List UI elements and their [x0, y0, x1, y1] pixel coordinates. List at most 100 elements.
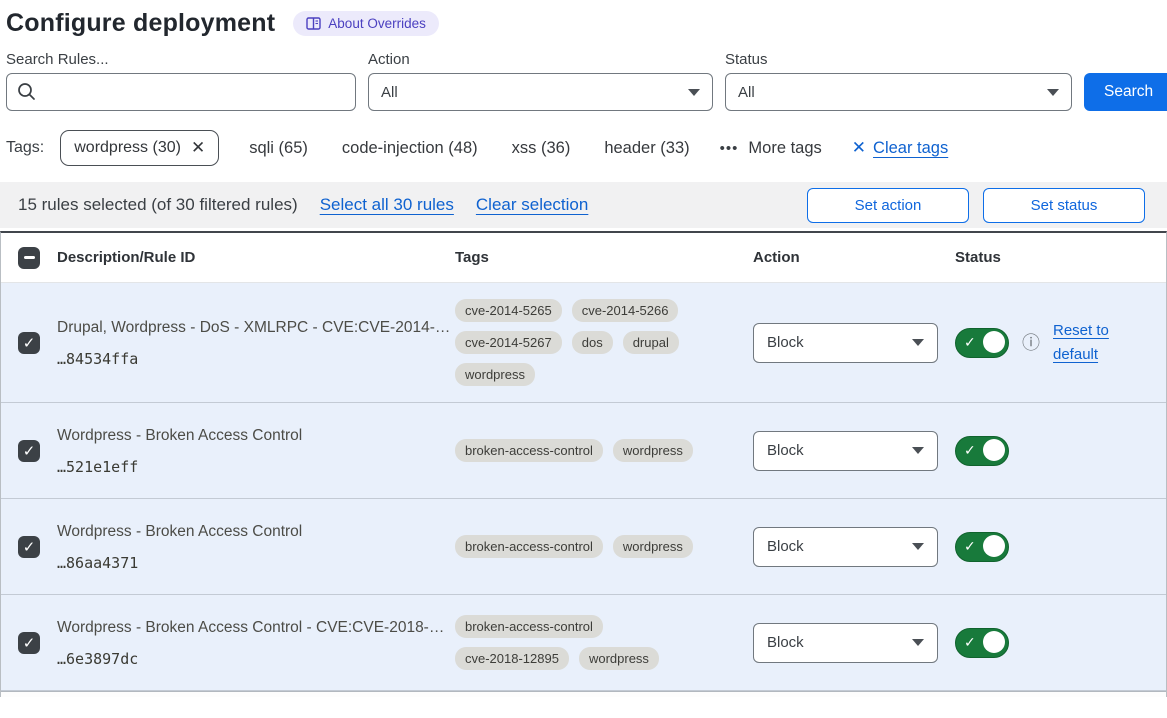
- tag-pill: cve-2014-5267: [455, 331, 562, 354]
- tags-label: Tags:: [6, 139, 45, 156]
- chevron-down-icon: [912, 543, 924, 550]
- info-icon[interactable]: ⓘ: [1022, 332, 1040, 353]
- clear-selection-link[interactable]: Clear selection: [475, 195, 589, 214]
- toggle-knob: [983, 535, 1005, 557]
- tag-filter-link[interactable]: sqli (65): [249, 138, 308, 157]
- status-filter-select[interactable]: All: [725, 73, 1072, 111]
- chevron-down-icon: [912, 447, 924, 454]
- tag-pill: wordpress: [612, 439, 693, 462]
- row-checkbox[interactable]: ✓: [18, 631, 40, 654]
- search-rules-label: Search Rules...: [6, 51, 109, 68]
- set-status-button[interactable]: Set status: [983, 187, 1145, 223]
- ellipsis-icon: •••: [719, 139, 739, 157]
- remove-tag-icon[interactable]: ✕: [190, 138, 206, 157]
- action-filter-label: Action: [368, 51, 410, 68]
- tag-pill: drupal: [622, 331, 679, 354]
- table-row: ✓ Drupal, Wordpress - DoS - XMLRPC - CVE…: [1, 283, 1166, 403]
- status-toggle[interactable]: ✓: [955, 531, 1009, 562]
- chevron-down-icon: [912, 339, 924, 346]
- tag-pill: dos: [571, 331, 613, 354]
- tag-pill: broken-access-control: [455, 535, 603, 558]
- check-icon: ✓: [964, 441, 976, 458]
- row-action-value: Block: [767, 634, 804, 651]
- table-header: Description/Rule ID Tags Action Status: [1, 233, 1166, 283]
- row-tags: broken-access-control wordpress: [455, 439, 709, 462]
- column-action: Action: [753, 249, 800, 266]
- tag-filter-link[interactable]: header (33): [604, 138, 690, 157]
- toggle-knob: [983, 331, 1005, 353]
- row-description: Wordpress - Broken Access Control - CVE:…: [57, 618, 445, 636]
- page-title: Configure deployment: [6, 9, 276, 37]
- search-icon: [17, 82, 36, 106]
- row-action-select[interactable]: Block: [753, 322, 938, 363]
- tag-pill: cve-2018-12895: [455, 647, 569, 670]
- next-row-stub: [1, 691, 1166, 697]
- clear-tags-link[interactable]: ✕ Clear tags: [851, 138, 949, 157]
- selection-summary: 15 rules selected (of 30 filtered rules): [18, 195, 298, 214]
- rules-table: Description/Rule ID Tags Action Status ✓…: [0, 231, 1167, 697]
- indeterminate-icon: [23, 256, 35, 259]
- tag-filter-link[interactable]: xss (36): [511, 138, 571, 157]
- row-description: Wordpress - Broken Access Control: [57, 426, 303, 444]
- set-action-button[interactable]: Set action: [807, 187, 969, 223]
- check-icon: ✓: [964, 633, 976, 650]
- tag-pill: broken-access-control: [455, 615, 603, 638]
- chevron-down-icon: [912, 639, 924, 646]
- row-checkbox[interactable]: ✓: [18, 535, 40, 558]
- about-overrides-badge[interactable]: About Overrides: [293, 11, 439, 36]
- row-action-value: Block: [767, 334, 804, 351]
- tag-filter-link[interactable]: code-injection (48): [341, 138, 478, 157]
- clear-icon: ✕: [851, 138, 867, 157]
- row-action-select[interactable]: Block: [753, 622, 938, 663]
- tag-pill: broken-access-control: [455, 439, 603, 462]
- row-rule-id: …86aa4371: [57, 554, 139, 573]
- about-overrides-label: About Overrides: [328, 16, 426, 31]
- table-row: ✓ Wordpress - Broken Access Control …521…: [1, 403, 1166, 499]
- select-all-link[interactable]: Select all 30 rules: [319, 195, 454, 214]
- tag-links-host: sqli (65) code-injection (48) xss (36) head…: [249, 139, 689, 158]
- row-rule-id: …521e1eff: [57, 458, 139, 477]
- table-body: ✓ Drupal, Wordpress - DoS - XMLRPC - CVE…: [1, 283, 1166, 691]
- chevron-down-icon: [1047, 88, 1059, 96]
- row-tags: broken-access-control wordpress: [455, 535, 709, 558]
- selection-bar: 15 rules selected (of 30 filtered rules)…: [0, 182, 1167, 228]
- toggle-knob: [983, 631, 1005, 653]
- reset-to-default-link[interactable]: Reset to default: [1053, 321, 1109, 363]
- row-checkbox[interactable]: ✓: [18, 439, 40, 462]
- table-row: ✓ Wordpress - Broken Access Control - CV…: [1, 595, 1166, 691]
- search-button[interactable]: Search: [1084, 73, 1167, 111]
- column-status: Status: [955, 249, 1001, 266]
- column-tags: Tags: [455, 249, 489, 266]
- status-toggle[interactable]: ✓: [955, 327, 1009, 358]
- check-icon: ✓: [964, 333, 976, 350]
- check-icon: ✓: [964, 537, 976, 554]
- row-action-select[interactable]: Block: [753, 430, 938, 471]
- status-filter-value: All: [738, 83, 755, 101]
- action-filter-select[interactable]: All: [368, 73, 713, 111]
- selected-tag-wordpress[interactable]: wordpress (30) ✕: [60, 130, 220, 166]
- row-action-select[interactable]: Block: [753, 526, 938, 567]
- row-description: Wordpress - Broken Access Control: [57, 522, 303, 540]
- status-toggle[interactable]: ✓: [955, 627, 1009, 658]
- page-header: Configure deployment About Overrides: [0, 0, 1167, 38]
- row-rule-id: …6e3897dc: [57, 650, 139, 669]
- filters-bar: Search Rules... Action All Status All Se…: [0, 51, 1167, 111]
- tags-bar: Tags: wordpress (30) ✕ sqli (65) code-inj…: [0, 128, 1167, 168]
- row-checkbox[interactable]: ✓: [18, 331, 40, 354]
- tag-pill: wordpress: [612, 535, 693, 558]
- row-action-value: Block: [767, 442, 804, 459]
- row-tags: cve-2014-5265 cve-2014-5266 cve-2014-5267 d…: [455, 299, 709, 386]
- tag-pill: wordpress: [578, 647, 659, 670]
- status-filter-label: Status: [725, 51, 768, 68]
- column-description: Description/Rule ID: [57, 249, 196, 266]
- tag-pill: cve-2014-5265: [455, 299, 562, 322]
- row-rule-id: …84534ffa: [57, 350, 139, 369]
- more-tags-button[interactable]: ••• More tags: [719, 138, 822, 157]
- search-rules-input[interactable]: [6, 73, 356, 111]
- book-icon: [306, 17, 321, 30]
- status-toggle[interactable]: ✓: [955, 435, 1009, 466]
- table-row: ✓ Wordpress - Broken Access Control …86a…: [1, 499, 1166, 595]
- select-all-checkbox[interactable]: [18, 246, 40, 269]
- chevron-down-icon: [688, 88, 700, 96]
- row-tags: broken-access-control cve-2018-12895 wordp…: [455, 615, 709, 670]
